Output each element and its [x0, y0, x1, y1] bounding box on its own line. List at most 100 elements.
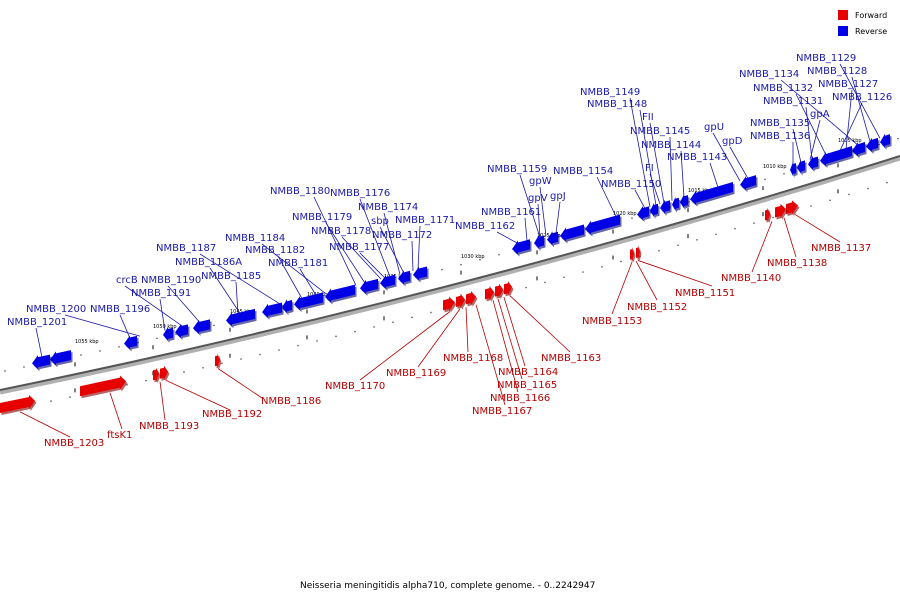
reverse-leader-line — [649, 122, 665, 204]
tick-label-1005: 1005 kbp — [838, 138, 862, 144]
gene-label: NMBB_1143 — [667, 152, 727, 163]
gene-label: crcB — [116, 275, 138, 286]
gene-label: NMBB_1190 — [141, 275, 201, 286]
reverse-leader-line — [167, 285, 201, 323]
gene-label: gpD — [722, 136, 743, 147]
reverse-leader-line — [519, 174, 541, 238]
guide-dot — [99, 350, 101, 352]
gene-label: NMBB_1150 — [601, 179, 661, 190]
reverse-gene-arrow — [262, 302, 282, 318]
reverse-gene-arrow — [534, 234, 544, 249]
gene-label: NMBB_1159 — [487, 164, 547, 175]
reverse-leader-line — [359, 252, 386, 279]
guide-dot — [354, 330, 356, 333]
reverse-genes — [32, 133, 892, 372]
forward-legend-swatch — [838, 10, 848, 20]
reverse-leader-line — [341, 236, 382, 280]
gene-label: NMBB_1174 — [358, 202, 418, 213]
reverse-leader-line — [634, 189, 646, 209]
forward-gene-arrow — [504, 281, 512, 296]
gene-label: gpJ — [550, 191, 566, 202]
reverse-gene-arrow — [226, 308, 255, 327]
reverse-leader-line — [839, 63, 881, 139]
gene-label: NMBB_1152 — [627, 302, 687, 313]
guide-dot — [80, 354, 82, 356]
tick-labels: 1005 kbp 1010 kbp 1015 kbp 1020 kbp 1025… — [75, 138, 862, 345]
guide-dot — [897, 137, 899, 140]
gene-label: NMBB_1129 — [796, 53, 856, 64]
gene-label: NMBB_1149 — [580, 87, 640, 98]
reverse-leader-line — [639, 109, 657, 206]
forward-leader-line — [794, 214, 841, 243]
reverse-leader-line — [539, 186, 547, 237]
forward-genes — [0, 200, 800, 415]
tick-label-1015: 1015 kbp — [688, 188, 712, 194]
forward-gene-arrow — [160, 365, 168, 380]
forward-gene-arrow — [443, 296, 455, 311]
gene-label: NMBB_1185 — [201, 271, 261, 282]
forward-leader-line — [165, 379, 231, 411]
gene-label: FI — [645, 163, 654, 174]
gene-label: NMBB_1176 — [330, 188, 390, 199]
gene-label: NMBB_1184 — [225, 233, 285, 244]
reverse-gene-arrow — [820, 146, 852, 167]
forward-leader-line — [359, 311, 451, 381]
reverse-gene-arrow — [585, 214, 620, 235]
guide-dot — [50, 400, 52, 402]
gene-label: NMBB_1187 — [156, 243, 216, 254]
reverse-gene-arrow — [50, 350, 71, 366]
gene-label: gpW — [529, 176, 552, 187]
gene-label: NMBB_1193 — [139, 421, 199, 432]
guide-dot — [213, 324, 215, 327]
gene-label: NMBB_1136 — [750, 131, 810, 142]
reverse-leader-line — [235, 281, 239, 314]
reverse-leader-line — [261, 243, 326, 294]
reverse-gene-arrow — [175, 323, 188, 338]
guide-dot — [316, 340, 318, 342]
reverse-gene-arrow — [680, 194, 688, 209]
guide-dot — [202, 366, 204, 369]
reverse-leader-line — [35, 327, 43, 358]
reverse-leader-line — [379, 226, 405, 274]
gene-label: NMBB_1170 — [325, 381, 385, 392]
reverse-gene-arrow — [790, 162, 796, 177]
guide-dot — [867, 187, 869, 190]
guide-dot — [677, 244, 679, 247]
gene-label: NMBB_1144 — [641, 140, 701, 151]
reverse-gene-arrow — [124, 335, 137, 350]
reverse-gene-arrow — [690, 181, 733, 205]
reverse-leader-line — [524, 217, 528, 242]
reverse-gene-arrow — [880, 133, 890, 148]
forward-gene-arrow — [485, 286, 494, 301]
reverse-gene-arrow — [163, 326, 173, 341]
guide-dot — [620, 260, 622, 263]
guide-dot — [753, 222, 755, 224]
reverse-leader-line — [851, 76, 871, 142]
reverse-leader-line — [325, 222, 366, 284]
gene-label: NMBB_1138 — [767, 258, 827, 269]
guide-dot — [259, 353, 261, 356]
reverse-gene-arrow — [560, 224, 584, 242]
gene-label: NMBB_1179 — [292, 212, 352, 223]
gene-label: NMBB_1191 — [131, 288, 191, 299]
reverse-gene-arrow — [637, 206, 649, 221]
gene-label: NMBB_1151 — [675, 288, 735, 299]
reverse-leader-line — [680, 150, 685, 198]
reverse-gene-arrow — [325, 284, 355, 303]
reverse-leader-line — [712, 132, 741, 182]
gene-label: NMBB_1132 — [753, 83, 813, 94]
reverse-gene-arrow — [808, 155, 818, 170]
gene-label: gpU — [704, 122, 724, 133]
gene-label: gpA — [810, 109, 830, 120]
reverse-gene-arrow — [294, 292, 323, 311]
reverse-labels: NMBB_1129 NMBB_1128 NMBB_1134 NMBB_1127 … — [7, 53, 892, 328]
gene-label: NMBB_1203 — [44, 438, 104, 449]
reverse-leader-line — [629, 97, 651, 208]
forward-gene-arrow — [630, 247, 634, 262]
backbone-line — [0, 155, 900, 391]
reverse-leader-line — [417, 225, 421, 270]
gene-label: ftsK1 — [107, 430, 132, 441]
guide-dot — [183, 371, 185, 373]
reverse-leader-line — [299, 268, 317, 296]
gene-label: NMBB_1137 — [811, 243, 871, 254]
